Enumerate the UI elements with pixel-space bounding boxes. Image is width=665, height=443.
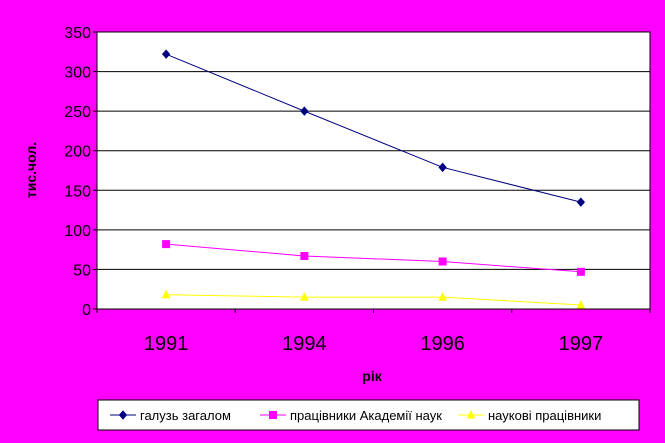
- data-point: [438, 162, 447, 173]
- data-point: [162, 240, 171, 249]
- y-tick-label: 100: [64, 223, 91, 240]
- plot-area: [96, 31, 651, 310]
- legend-label: наукові працівники: [488, 408, 601, 423]
- legend-item: галузь загалом: [110, 408, 231, 423]
- y-tick-label: 250: [64, 104, 91, 121]
- legend-swatch-marker: [118, 410, 128, 420]
- data-point: [300, 292, 309, 301]
- y-tick-label: 150: [64, 183, 91, 200]
- data-point: [161, 289, 171, 299]
- y-tick-label: 0: [82, 302, 91, 319]
- gridlines: [93, 31, 651, 313]
- series-line: [166, 243, 581, 273]
- series-line: [165, 53, 581, 203]
- legend-swatch-marker: [466, 409, 476, 419]
- x-tick-label: 1994: [282, 333, 327, 355]
- x-tick-label: 1996: [420, 333, 465, 355]
- series: [161, 49, 586, 309]
- series-2: [162, 240, 585, 276]
- data-point: [438, 257, 447, 266]
- data-point: [576, 267, 585, 276]
- y-tick-label: 200: [64, 144, 91, 161]
- legend-box: [97, 399, 640, 431]
- data-point: [438, 292, 447, 301]
- legend-label: працівники Академії наук: [290, 408, 442, 423]
- x-tick-label: 1997: [559, 333, 604, 355]
- data-point: [576, 299, 586, 309]
- series-1: [161, 49, 586, 207]
- x-tick-label: 1991: [144, 333, 189, 355]
- y-tick-label: 300: [64, 65, 91, 82]
- axes: [96, 32, 650, 310]
- data-point: [300, 106, 309, 116]
- series-line: [166, 294, 581, 306]
- y-tick-label: 50: [73, 262, 91, 279]
- data-point: [300, 251, 309, 260]
- y-tick-labels: 0 50 100 150 200 250 300 350: [64, 25, 91, 319]
- series-3: [161, 289, 586, 309]
- legend-items: галузь загалом працівники Академії наук на…: [110, 408, 601, 423]
- legend-label: галузь загалом: [140, 408, 231, 423]
- legend-item: працівники Академії наук: [260, 408, 442, 423]
- legend-swatch-marker: [269, 411, 277, 419]
- x-axis-title: рік: [362, 368, 382, 384]
- data-point: [576, 197, 586, 207]
- legend-item: наукові працівники: [458, 408, 601, 423]
- x-tick-labels: 1991 1994 1996 1997: [144, 333, 603, 355]
- data-point: [161, 49, 171, 59]
- y-tick-label: 350: [64, 25, 91, 42]
- y-axis-title: тис.чол.: [23, 142, 39, 198]
- legend: галузь загалом працівники Академії наук на…: [97, 399, 640, 431]
